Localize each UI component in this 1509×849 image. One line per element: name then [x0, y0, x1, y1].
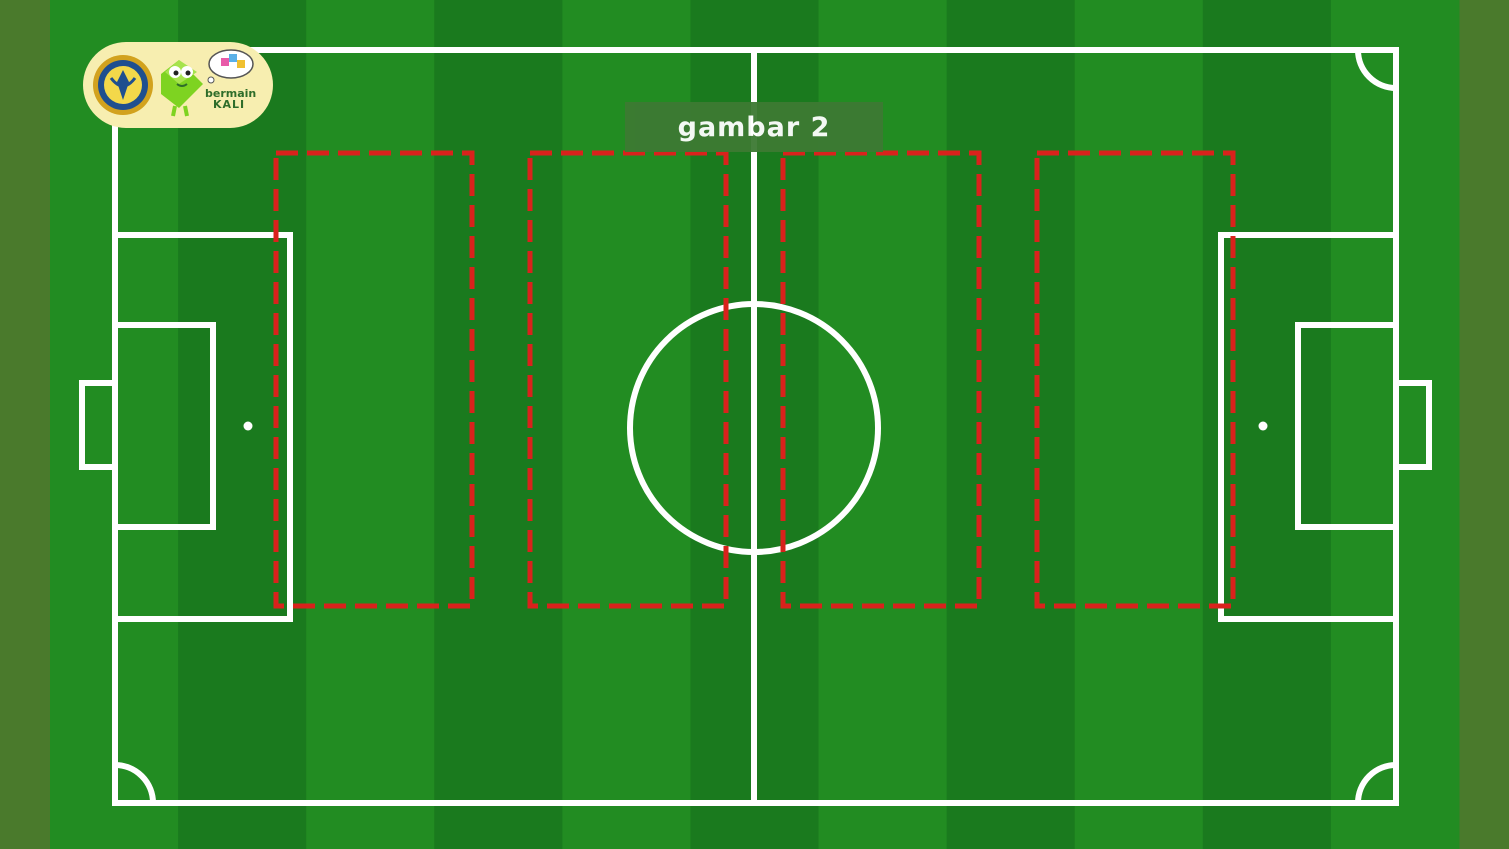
university-emblem-icon	[93, 55, 153, 115]
title-banner: gambar 2	[625, 102, 883, 152]
grass-stripe	[434, 0, 563, 849]
right-penalty-spot	[1258, 421, 1268, 431]
centre-circle	[627, 301, 881, 555]
grass-stripe	[946, 0, 1076, 849]
grass-stripe	[178, 0, 307, 849]
left-goal	[79, 380, 118, 470]
zone-1	[273, 150, 475, 609]
zone-3	[780, 150, 982, 609]
grass-stripes	[50, 0, 1460, 849]
zone-4	[1034, 150, 1236, 609]
green-mascot-icon	[161, 60, 203, 117]
pitch-markings	[79, 47, 1432, 806]
grass-stripe	[306, 0, 435, 849]
corner-arc-bottom-left	[114, 762, 156, 804]
corner-arc-bottom-right	[1355, 762, 1397, 804]
zone-2	[527, 150, 729, 609]
right-goal	[1393, 380, 1432, 470]
diagram-title: gambar 2	[677, 111, 831, 143]
corner-arc-top-right	[1355, 49, 1397, 91]
logo-text-line2: KALI	[213, 98, 246, 111]
logo-badge: bermain KALI	[83, 42, 273, 128]
logo-text-line1: bermain	[205, 87, 257, 100]
logo-graphics	[93, 49, 254, 117]
thought-bubble-icon	[207, 49, 254, 84]
grass-stripe	[1074, 0, 1204, 849]
marked-zones	[273, 150, 1236, 609]
left-penalty-spot	[243, 421, 253, 431]
